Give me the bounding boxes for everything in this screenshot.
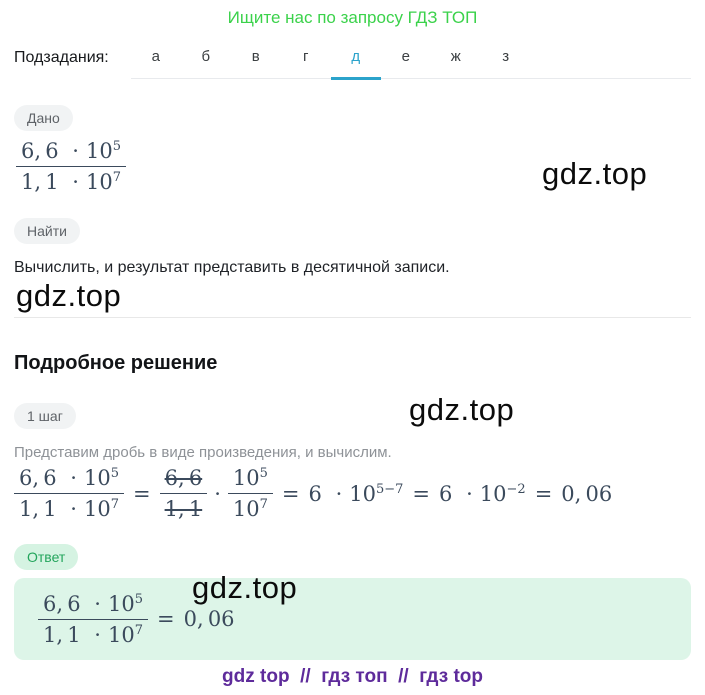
math-exponent: 7 (110, 497, 119, 512)
term-six-neg: 6 · 10−2 (439, 482, 526, 506)
tab-8[interactable]: з (502, 48, 510, 65)
watermark: gdz.top (192, 570, 298, 605)
math-base: 10 (349, 481, 376, 506)
fraction-denominator: 1, 1 · 107 (16, 167, 126, 194)
math-base: 10 (232, 466, 260, 490)
subtasks-bar: Подзадания: а б в г д е ж з (14, 48, 691, 80)
fraction-coefficients-cancelled: 6, 6 1, 1 (159, 466, 208, 521)
equals-sign: = (132, 481, 151, 506)
math-coeff: 6, 6 (43, 591, 81, 616)
watermark: gdz.top (542, 156, 648, 191)
fraction-numerator: 6, 6 · 105 (14, 466, 124, 494)
answer-expression: 6, 6 · 105 1, 1 · 107 = 0, 06 (38, 592, 235, 647)
tab-2[interactable]: б (201, 48, 211, 65)
math-base: 10 (107, 591, 135, 616)
math-coeff: 6 (439, 481, 453, 506)
math-exponent: 7 (112, 170, 121, 185)
math-coeff: 1, 1 (19, 497, 57, 521)
given-badge: Дано (14, 105, 73, 131)
fraction-denominator: 1, 1 · 107 (14, 494, 124, 521)
section-divider (14, 317, 691, 318)
task-text: Вычислить, и результат представить в дес… (14, 259, 450, 276)
fraction-given: 6, 6 · 105 1, 1 · 107 (16, 139, 126, 194)
multiply-dot: · (70, 466, 77, 490)
tab-5-active[interactable]: д (330, 48, 381, 80)
multiply-dot: · (72, 170, 79, 194)
math-coeff: 6 (308, 481, 322, 506)
math-exponent: 7 (134, 622, 143, 638)
math-exponent: −2 (506, 481, 526, 497)
fraction-denominator: 107 (228, 494, 273, 521)
math-exponent: 5 (259, 466, 268, 481)
equals-sign: = (534, 481, 553, 506)
math-base: 10 (232, 497, 260, 521)
math-base: 10 (479, 481, 507, 506)
given-expression: 6, 6 · 105 1, 1 · 107 (16, 139, 705, 194)
math-base: 10 (83, 497, 111, 521)
multiply-dot: · (94, 622, 101, 647)
result-value: 0, 06 (561, 481, 613, 506)
promo-banner: Ищите нас по запросу ГДЗ ТОП (227, 8, 478, 27)
fraction-powers: 105 107 (227, 466, 273, 521)
tab-1[interactable]: а (151, 48, 160, 65)
step-badge: 1 шаг (14, 403, 76, 429)
solution-equation: 6, 6 · 105 1, 1 · 107 = 6, 6 1, 1 · 105 10… (14, 466, 705, 521)
multiply-dot: · (94, 591, 101, 616)
step-description: Представим дробь в виде произведения, и … (14, 444, 392, 461)
answer-box: 6, 6 · 105 1, 1 · 107 = 0, 06 (14, 578, 691, 660)
multiply-dot: · (335, 481, 343, 506)
footer-keywords: gdz top // гдз топ // гдз top (222, 666, 483, 687)
find-badge: Найти (14, 218, 80, 244)
math-base: 10 (85, 170, 113, 194)
fraction-denominator: 1, 1 (160, 494, 208, 521)
math-base: 10 (107, 622, 135, 647)
math-exponent: 5−7 (375, 481, 404, 497)
math-coeff: 1, 1 (43, 622, 81, 647)
math-exponent: 5 (110, 466, 119, 481)
equals-sign: = (156, 607, 175, 631)
watermark: gdz.top (16, 278, 122, 313)
term-six: 6 · 105−7 (309, 482, 404, 506)
multiply-dot: · (70, 497, 77, 521)
cancelled-coeff: 6, 6 (164, 466, 203, 490)
result-value: 0, 06 (183, 607, 235, 631)
math-coeff: 6, 6 (21, 139, 59, 163)
fraction-answer: 6, 6 · 105 1, 1 · 107 (38, 592, 148, 647)
solution-heading: Подробное решение (14, 352, 218, 374)
cancelled-coeff: 1, 1 (164, 497, 203, 521)
math-exponent: 7 (259, 497, 268, 512)
subtasks-label: Подзадания: (14, 49, 109, 66)
multiply-dot: · (72, 139, 79, 163)
math-exponent: 5 (134, 591, 143, 607)
math-coeff: 6, 6 (19, 466, 57, 490)
fraction-original: 6, 6 · 105 1, 1 · 107 (14, 466, 124, 521)
fraction-numerator: 6, 6 · 105 (16, 139, 126, 167)
tab-3[interactable]: в (251, 48, 260, 65)
fraction-numerator: 105 (227, 466, 273, 494)
multiply-dot: · (466, 481, 473, 506)
equals-sign: = (281, 481, 300, 506)
tab-4[interactable]: г (302, 48, 309, 65)
multiply-dot: · (214, 481, 221, 506)
equals-sign: = (412, 481, 431, 506)
fraction-denominator: 1, 1 · 107 (38, 620, 148, 647)
fraction-numerator: 6, 6 (159, 466, 208, 494)
subtask-tabs: а б в г д е ж з (130, 48, 691, 80)
watermark: gdz.top (409, 392, 515, 427)
math-coeff: 1, 1 (21, 170, 59, 194)
math-exponent: 5 (112, 139, 121, 154)
math-base: 10 (83, 466, 111, 490)
tab-6[interactable]: е (401, 48, 410, 65)
fraction-numerator: 6, 6 · 105 (38, 592, 148, 620)
math-base: 10 (85, 139, 113, 163)
answer-badge: Ответ (14, 544, 79, 570)
tab-7[interactable]: ж (450, 48, 461, 65)
